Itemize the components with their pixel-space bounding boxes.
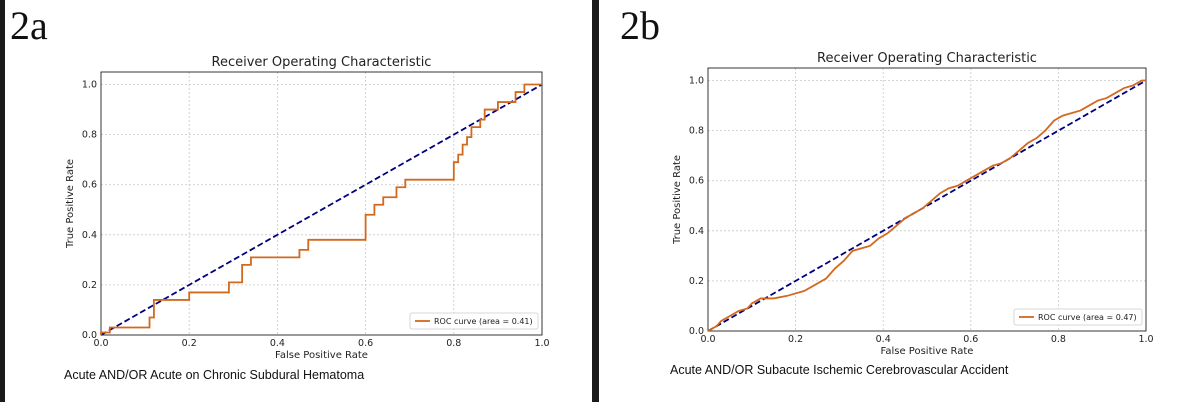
chart-caption: Acute AND/OR Subacute Ischemic Cerebrova… (670, 363, 1009, 377)
y-tick-label: 0.8 (689, 126, 704, 137)
x-tick-label: 0.4 (876, 334, 891, 345)
roc-curve-line (100, 83, 542, 335)
chance-diagonal-line (707, 79, 1147, 332)
panel-divider-bar (592, 0, 599, 402)
left-border-bar (0, 0, 5, 402)
legend-label: ROC curve (area = 0.41) (434, 317, 533, 326)
x-tick-label: 0.4 (270, 338, 285, 349)
x-tick-label: 0.0 (93, 338, 108, 349)
chart-title: Receiver Operating Characteristic (212, 55, 432, 70)
y-tick-label: 0.0 (82, 330, 97, 341)
panel-label: 2a (10, 3, 48, 48)
chart-caption: Acute AND/OR Acute on Chronic Subdural H… (64, 368, 365, 382)
y-tick-label: 0.0 (689, 326, 704, 337)
roc-curve-line (707, 79, 1146, 332)
chart-title: Receiver Operating Characteristic (817, 51, 1037, 66)
legend-box (1013, 308, 1143, 326)
y-tick-label: 0.2 (689, 276, 704, 287)
plot-frame (707, 67, 1147, 332)
panel-label: 2b (620, 3, 660, 48)
roc-chart-2b: Receiver Operating Characteristic 0.0 0.2 0… (672, 51, 1154, 357)
x-tick-label: 1.0 (534, 338, 549, 349)
y-axis-label: True Positive Rate (672, 155, 683, 245)
y-tick-label: 1.0 (689, 76, 704, 87)
y-tick-label: 0.4 (689, 226, 704, 237)
x-tick-label: 0.2 (788, 334, 803, 345)
x-tick-label: 0.0 (700, 334, 715, 345)
x-tick-label: 0.6 (963, 334, 978, 345)
roc-chart-2a: Receiver Operating Characteristic 0.0 0.2 0… (65, 55, 550, 361)
legend-label: ROC curve (area = 0.47) (1038, 313, 1137, 322)
y-tick-label: 0.6 (82, 180, 97, 191)
x-tick-label: 0.2 (182, 338, 197, 349)
x-axis-label: False Positive Rate (881, 346, 974, 357)
y-tick-label: 0.2 (82, 280, 97, 291)
chart-panel-2a: 2a Receiver Operating Characteristic 0.0 0… (0, 0, 596, 402)
y-axis-label: True Positive Rate (65, 159, 76, 249)
y-tick-label: 0.8 (82, 130, 97, 141)
y-tick-label: 0.6 (689, 176, 704, 187)
x-axis-label: False Positive Rate (275, 350, 368, 361)
chart-panel-2b: 2b Receiver Operating Characteristic 0.0 0… (598, 0, 1193, 402)
x-tick-label: 0.6 (358, 338, 373, 349)
plot-frame (100, 71, 543, 336)
x-tick-label: 1.0 (1138, 334, 1153, 345)
legend-box (409, 312, 539, 330)
x-tick-label: 0.8 (1051, 334, 1066, 345)
y-tick-label: 1.0 (82, 80, 97, 91)
x-tick-label: 0.8 (446, 338, 461, 349)
y-tick-label: 0.4 (82, 230, 97, 241)
chance-diagonal-line (100, 83, 543, 336)
